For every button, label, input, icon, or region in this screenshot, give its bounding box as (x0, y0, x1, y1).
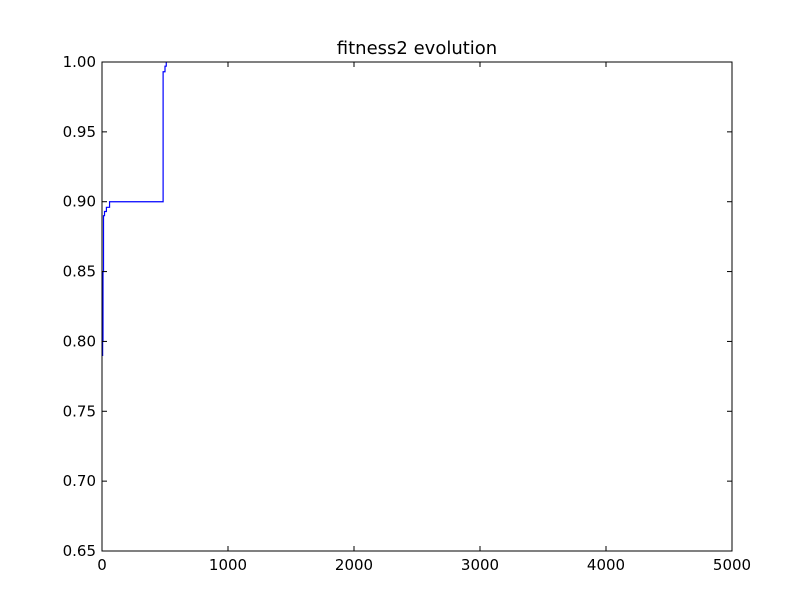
series-line-0 (102, 62, 167, 356)
x-tick-label: 5000 (713, 556, 751, 574)
y-tick-label: 0.65 (63, 542, 96, 560)
y-tick-label: 0.80 (63, 332, 96, 350)
chart-title: fitness2 evolution (337, 38, 497, 59)
x-tick-label: 2000 (335, 556, 373, 574)
y-tick-label: 0.90 (63, 193, 96, 211)
y-tick-label: 0.70 (63, 472, 96, 490)
y-tick-label: 0.95 (63, 123, 96, 141)
y-tick-label: 0.75 (63, 402, 96, 420)
x-tick-label: 3000 (461, 556, 499, 574)
y-tick-label: 1.00 (63, 53, 96, 71)
y-tick-label: 0.85 (63, 263, 96, 281)
x-tick-label: 4000 (587, 556, 625, 574)
x-tick-label: 1000 (209, 556, 247, 574)
axes: 0 1000 2000 3000 4000 5000 0.65 0.70 0.75 0.80 0.8… (63, 53, 752, 574)
plot-frame (101, 61, 733, 552)
x-tick-label: 0 (97, 556, 107, 574)
